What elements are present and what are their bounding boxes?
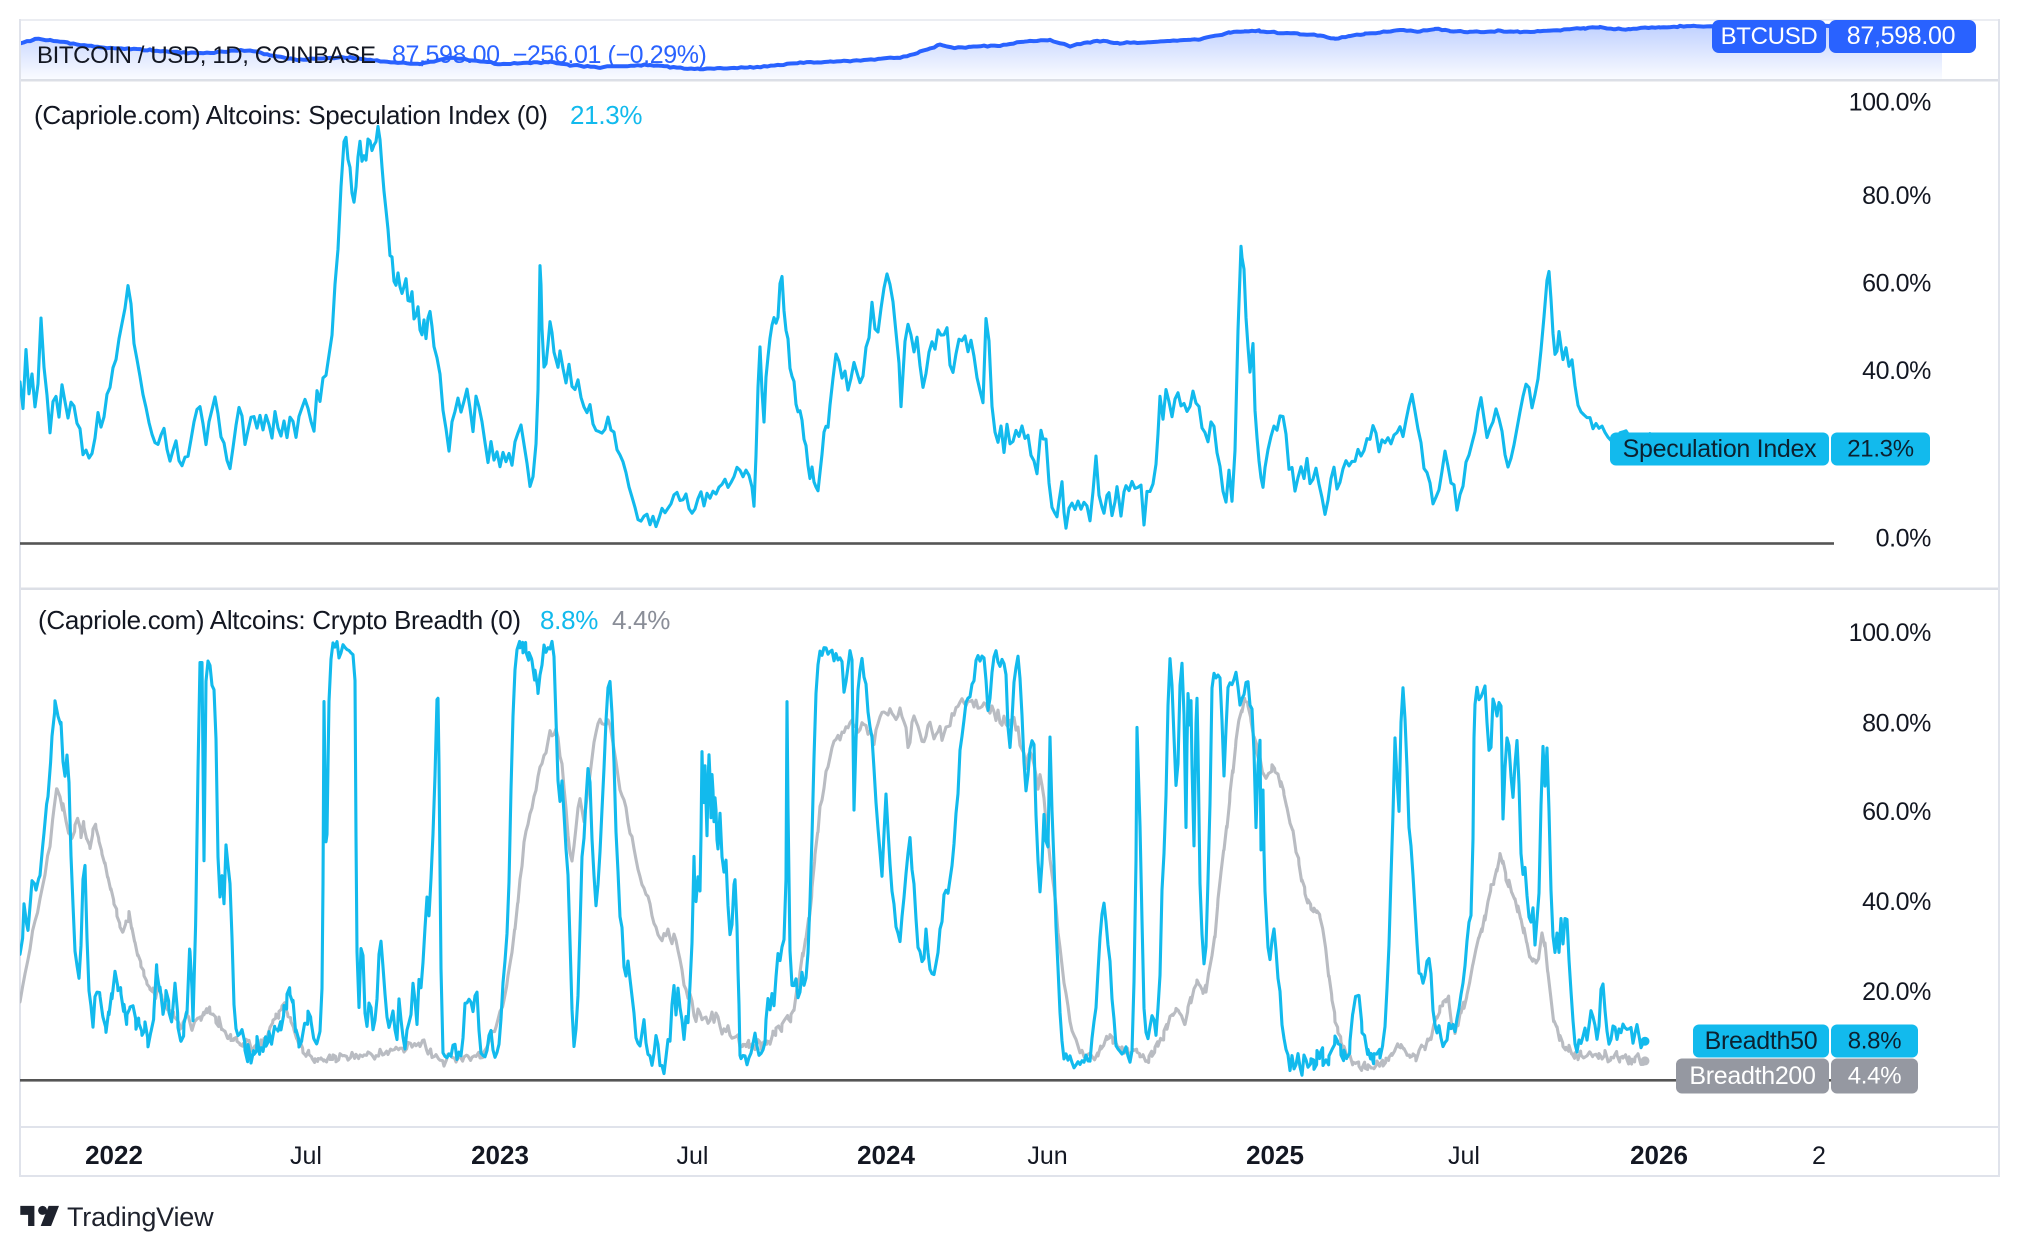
svg-text:80.0%: 80.0% (1862, 182, 1931, 210)
svg-text:Speculation Index: Speculation Index (1623, 435, 1817, 463)
svg-text:(Capriole.com) Altcoins: Specu: (Capriole.com) Altcoins: Speculation Ind… (34, 100, 548, 130)
svg-text:2: 2 (1812, 1142, 1826, 1170)
svg-text:2024: 2024 (857, 1140, 915, 1170)
svg-text:4.4%: 4.4% (1848, 1063, 1902, 1090)
svg-text:Breadth200: Breadth200 (1689, 1062, 1815, 1090)
svg-text:80.0%: 80.0% (1862, 710, 1931, 738)
svg-text:100.0%: 100.0% (1849, 89, 1932, 117)
svg-text:(Capriole.com) Altcoins: Crypt: (Capriole.com) Altcoins: Crypto Breadth … (38, 605, 521, 635)
svg-text:60.0%: 60.0% (1862, 798, 1931, 826)
svg-text:Jul: Jul (677, 1142, 709, 1170)
svg-text:Jul: Jul (290, 1142, 322, 1170)
svg-text:0.0%: 0.0% (1876, 525, 1932, 553)
svg-text:21.3%: 21.3% (1847, 436, 1914, 463)
svg-text:2026: 2026 (1630, 1140, 1688, 1170)
svg-text:TradingView: TradingView (67, 1202, 214, 1232)
svg-text:Breadth50: Breadth50 (1705, 1027, 1818, 1055)
svg-text:4.4%: 4.4% (612, 605, 670, 635)
svg-text:Jul: Jul (1448, 1142, 1480, 1170)
svg-text:2023: 2023 (471, 1140, 529, 1170)
svg-text:BTCUSD: BTCUSD (1721, 23, 1818, 50)
svg-text:87,598.00: 87,598.00 (1847, 22, 1956, 50)
svg-text:87,598.00 −256.01 (−0.29%): 87,598.00 −256.01 (−0.29%) (392, 41, 706, 69)
svg-text:8.8%: 8.8% (1848, 1028, 1902, 1055)
svg-text:40.0%: 40.0% (1862, 888, 1931, 916)
svg-text:2025: 2025 (1246, 1140, 1304, 1170)
svg-text:100.0%: 100.0% (1849, 619, 1932, 647)
svg-text:8.8%: 8.8% (540, 605, 598, 635)
svg-text:40.0%: 40.0% (1862, 357, 1931, 385)
svg-text:21.3%: 21.3% (570, 100, 642, 130)
svg-text:20.0%: 20.0% (1862, 978, 1931, 1006)
svg-text:BITCOIN / USD, 1D, COINBASE: BITCOIN / USD, 1D, COINBASE (37, 42, 376, 69)
svg-text:2022: 2022 (85, 1140, 143, 1170)
svg-text:Jun: Jun (1027, 1142, 1067, 1170)
svg-text:60.0%: 60.0% (1862, 270, 1931, 298)
